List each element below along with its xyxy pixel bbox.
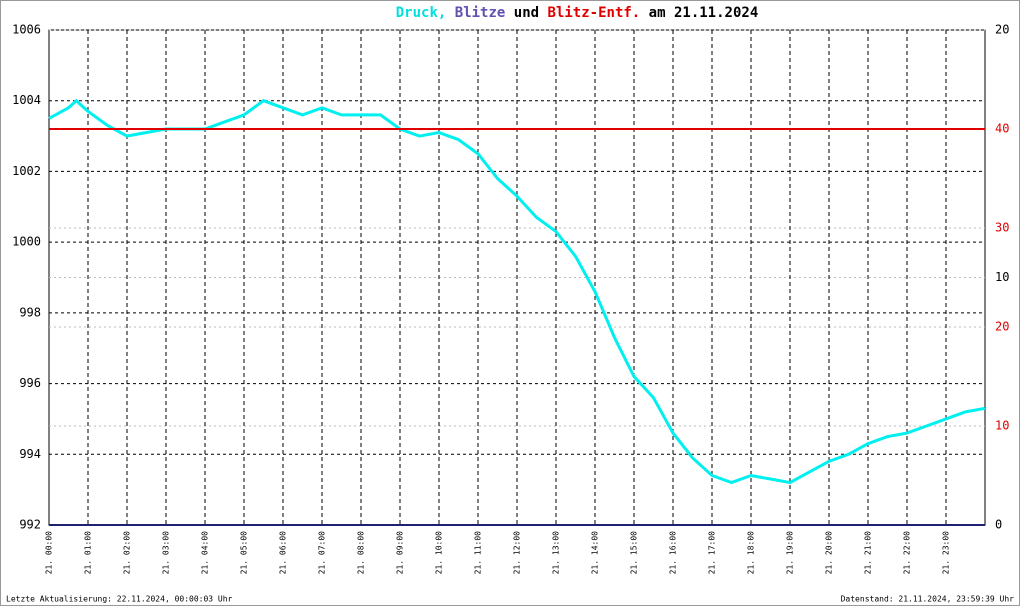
x-tick-label: 21. 08:00 <box>357 531 366 575</box>
x-tick-label: 21. 12:00 <box>513 531 522 575</box>
x-tick-label: 21. 20:00 <box>825 531 834 575</box>
x-tick-label: 21. 02:00 <box>123 531 132 575</box>
x-tick-label: 21. 00:00 <box>45 531 54 575</box>
x-tick-label: 21. 22:00 <box>903 531 912 575</box>
y-tick-label: 1002 <box>12 164 41 178</box>
x-tick-label: 21. 23:00 <box>942 531 951 575</box>
x-tick-label: 21. 03:00 <box>162 531 171 575</box>
x-tick-label: 21. 04:00 <box>201 531 210 575</box>
y-tick-label: 1004 <box>12 93 41 107</box>
y-tick-label: 992 <box>19 518 41 532</box>
y-tick-label: 998 <box>19 305 41 319</box>
footer-right: Datenstand: 21.11.2024, 23:59:39 Uhr <box>841 595 1015 604</box>
x-tick-label: 21. 17:00 <box>708 531 717 575</box>
y3-tick-label: 10 <box>995 419 1009 433</box>
y3-tick-label: 40 <box>995 122 1009 136</box>
x-tick-label: 21. 21:00 <box>864 531 873 575</box>
x-tick-label: 21. 18:00 <box>747 531 756 575</box>
y-tick-label: 1000 <box>12 235 41 249</box>
chart-title: Druck, Blitze und Blitz-Entf. am 21.11.2… <box>396 5 759 21</box>
x-tick-label: 21. 13:00 <box>552 531 561 575</box>
y2-tick-label: 20 <box>995 23 1009 37</box>
x-tick-label: 21. 15:00 <box>630 531 639 575</box>
y-tick-label: 996 <box>19 376 41 390</box>
y-tick-label: 994 <box>19 447 41 461</box>
x-tick-label: 21. 05:00 <box>240 531 249 575</box>
y-tick-label: 1006 <box>12 23 41 37</box>
x-tick-label: 21. 16:00 <box>669 531 678 575</box>
title-part: Blitze <box>455 5 506 21</box>
x-tick-label: 21. 19:00 <box>786 531 795 575</box>
footer-left: Letzte Aktualisierung: 22.11.2024, 00:00… <box>6 595 233 604</box>
y3-tick-label: 20 <box>995 320 1009 334</box>
x-tick-label: 21. 10:00 <box>435 531 444 575</box>
x-tick-label: 21. 11:00 <box>474 531 483 575</box>
y2-tick-label: 0 <box>995 518 1002 532</box>
x-tick-label: 21. 07:00 <box>318 531 327 575</box>
title-part: am 21.11.2024 <box>649 5 759 21</box>
y2-tick-label: 10 <box>995 270 1009 284</box>
title-part: und <box>514 5 539 21</box>
title-part: Druck, <box>396 5 447 21</box>
x-tick-label: 21. 06:00 <box>279 531 288 575</box>
x-tick-label: 21. 01:00 <box>84 531 93 575</box>
x-tick-label: 21. 14:00 <box>591 531 600 575</box>
x-tick-label: 21. 09:00 <box>396 531 405 575</box>
y3-tick-label: 30 <box>995 221 1009 235</box>
title-part: Blitz-Entf. <box>548 5 641 21</box>
